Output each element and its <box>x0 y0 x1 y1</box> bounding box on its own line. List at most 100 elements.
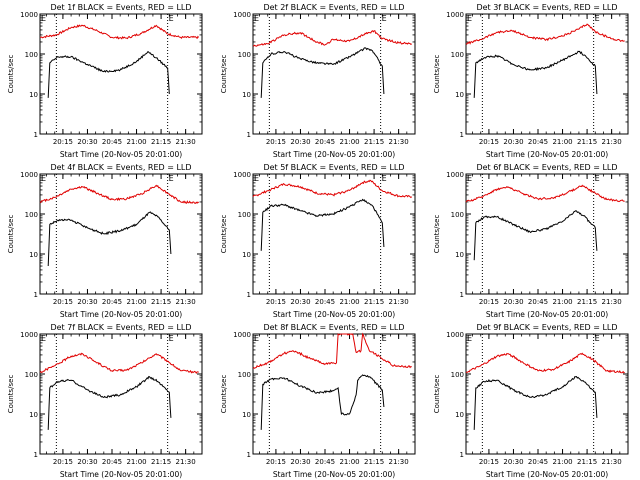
plot-frame <box>39 13 203 135</box>
lld-series-line <box>465 352 625 374</box>
y-tick-label: 100 <box>238 211 251 219</box>
y-tick-label: 1000 <box>446 331 464 339</box>
lld-series-line <box>465 184 625 203</box>
x-tick-label: 20:30 <box>503 138 523 146</box>
y-axis-label: Counts/sec <box>220 55 228 94</box>
y-tick-label: 1 <box>460 451 464 459</box>
y-axis-label: Counts/sec <box>220 375 228 414</box>
x-axis-label: Start Time (20-Nov-05 20:01:00) <box>60 310 182 319</box>
lld-series-line <box>39 352 199 374</box>
x-tick-label: 20:30 <box>503 458 523 466</box>
x-tick-label: 20:45 <box>528 298 548 306</box>
events-series-line <box>47 211 172 267</box>
x-tick-label: 20:15 <box>53 298 73 306</box>
detector-panel-3: Det 3f BLACK = Events, RED = LLD Start Ti… <box>433 3 629 159</box>
panel-title: Det 4f BLACK = Events, RED = LLD <box>50 163 191 172</box>
x-axis-label: Start Time (20-Nov-05 20:01:00) <box>486 150 608 159</box>
plot-frame <box>252 173 416 295</box>
y-axis-label: Counts/sec <box>433 55 441 94</box>
x-axis-label: Start Time (20-Nov-05 20:01:00) <box>273 470 395 479</box>
y-tick-label: 100 <box>451 51 464 59</box>
panel-title: Det 2f BLACK = Events, RED = LLD <box>263 3 404 12</box>
events-series-line <box>260 47 385 98</box>
lld-series-line <box>252 179 413 199</box>
y-tick-label: 10 <box>29 91 38 99</box>
x-tick-label: 20:45 <box>102 298 122 306</box>
lld-series-line <box>252 30 412 47</box>
panel-title: Det 1f BLACK = Events, RED = LLD <box>50 3 191 12</box>
x-tick-label: 20:45 <box>315 458 335 466</box>
x-axis-label: Start Time (20-Nov-05 20:01:00) <box>273 310 395 319</box>
y-axis-label: Counts/sec <box>433 375 441 414</box>
events-series-line <box>473 376 598 430</box>
panel-title: Det 6f BLACK = Events, RED = LLD <box>476 163 617 172</box>
x-tick-label: 20:45 <box>315 298 335 306</box>
detector-panel-5: Det 5f BLACK = Events, RED = LLD Start Ti… <box>220 163 416 319</box>
plot-frame <box>465 173 629 295</box>
y-tick-label: 10 <box>242 251 251 259</box>
panel-title: Det 3f BLACK = Events, RED = LLD <box>476 3 617 12</box>
y-tick-label: 100 <box>451 371 464 379</box>
x-tick-label: 21:00 <box>339 138 359 146</box>
marker-label: E <box>169 14 174 23</box>
x-tick-label: 21:15 <box>577 458 597 466</box>
events-series-line <box>47 50 170 98</box>
detector-panel-2: Det 2f BLACK = Events, RED = LLD Start Ti… <box>220 3 416 159</box>
x-tick-label: 21:00 <box>339 458 359 466</box>
x-tick-label: 20:45 <box>315 138 335 146</box>
y-tick-label: 1000 <box>233 171 251 179</box>
y-tick-label: 100 <box>25 371 38 379</box>
x-tick-label: 21:15 <box>577 298 597 306</box>
y-tick-label: 1000 <box>20 171 38 179</box>
x-axis-label: Start Time (20-Nov-05 20:01:00) <box>60 470 182 479</box>
y-tick-label: 1000 <box>20 11 38 19</box>
y-tick-label: 10 <box>29 411 38 419</box>
x-tick-label: 21:00 <box>126 298 146 306</box>
x-tick-label: 21:15 <box>151 138 171 146</box>
x-tick-label: 21:30 <box>389 458 409 466</box>
x-tick-label: 21:30 <box>389 298 409 306</box>
x-tick-label: 20:45 <box>102 138 122 146</box>
x-tick-label: 21:00 <box>339 298 359 306</box>
y-tick-label: 1 <box>247 451 251 459</box>
x-tick-label: 20:15 <box>266 458 286 466</box>
plot-frame <box>39 333 203 455</box>
detector-panel-9: Det 9f BLACK = Events, RED = LLD Start Ti… <box>433 323 629 479</box>
x-tick-label: 20:15 <box>266 138 286 146</box>
marker-label: E <box>41 14 46 23</box>
x-tick-label: 20:45 <box>528 138 548 146</box>
x-tick-label: 21:30 <box>176 458 196 466</box>
marker-label: E <box>41 334 46 343</box>
x-tick-label: 20:30 <box>77 458 97 466</box>
marker-label: E <box>467 14 472 23</box>
lld-series-line <box>39 24 200 40</box>
marker-label: E <box>595 334 600 343</box>
x-tick-label: 20:15 <box>266 298 286 306</box>
x-tick-label: 21:15 <box>151 458 171 466</box>
marker-label: E <box>595 14 600 23</box>
x-tick-label: 21:00 <box>126 458 146 466</box>
plot-frame <box>465 333 629 455</box>
y-tick-label: 1 <box>34 291 38 299</box>
x-tick-label: 20:15 <box>53 138 73 146</box>
marker-label: E <box>382 334 387 343</box>
marker-label: E <box>254 334 259 343</box>
x-tick-label: 20:30 <box>503 298 523 306</box>
y-tick-label: 1 <box>460 131 464 139</box>
y-tick-label: 1000 <box>233 331 251 339</box>
marker-label: E <box>467 334 472 343</box>
y-tick-label: 1000 <box>446 171 464 179</box>
y-tick-label: 1000 <box>233 11 251 19</box>
y-tick-label: 100 <box>451 211 464 219</box>
events-series-line <box>260 374 385 430</box>
plot-frame <box>252 333 416 455</box>
detector-panel-6: Det 6f BLACK = Events, RED = LLD Start Ti… <box>433 163 629 319</box>
events-series-line <box>473 50 598 98</box>
y-tick-label: 1000 <box>446 11 464 19</box>
x-tick-label: 20:15 <box>479 138 499 146</box>
lld-series-line <box>252 332 412 369</box>
x-tick-label: 21:30 <box>602 298 622 306</box>
x-tick-label: 21:15 <box>364 298 384 306</box>
x-tick-label: 20:30 <box>290 298 310 306</box>
